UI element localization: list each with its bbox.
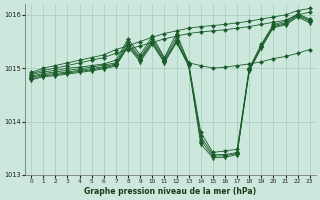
X-axis label: Graphe pression niveau de la mer (hPa): Graphe pression niveau de la mer (hPa) — [84, 187, 257, 196]
